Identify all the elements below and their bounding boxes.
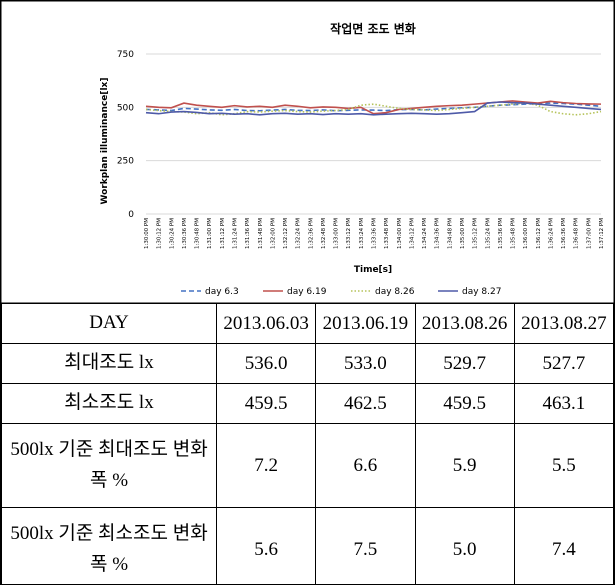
table-cell: 459.5 (215, 383, 317, 424)
chart: 작업면 조도 변화 Workplan illuminance[lx] Time[… (1, 1, 614, 303)
table-row: 500lx 기준 최소조도 변화폭 % 5.6 7.5 5.0 7.4 (1, 507, 614, 584)
y-axis-label: Workplan illuminance[lx] (100, 78, 110, 205)
table-cell: 6.6 (315, 423, 416, 508)
table-cell: 5.5 (513, 423, 614, 508)
x-tick-label: 1:36:00 PM (523, 218, 529, 249)
x-tick-label: 1:34:48 PM (447, 218, 453, 249)
x-tick-label: 1:34:24 PM (422, 218, 428, 249)
table-cell: 5.6 (215, 507, 317, 584)
y-tick-label: 750 (117, 50, 134, 60)
x-tick-label: 1:32:36 PM (308, 218, 314, 249)
table-cell: 5.0 (414, 507, 515, 584)
table-cell: 500lx 기준 최소조도 변화폭 % (1, 507, 217, 584)
x-tick-label: 1:31:00 PM (207, 218, 213, 249)
table-cell: 최대조도 lx (1, 343, 217, 384)
table-row: 최소조도 lx 459.5 462.5 459.5 463.1 (1, 383, 614, 424)
series-line (145, 100, 602, 115)
x-tick-label: 1:33:00 PM (334, 218, 340, 249)
x-tick-label: 1:33:48 PM (384, 218, 390, 249)
table-cell: 529.7 (414, 343, 515, 384)
table-cell: 463.1 (513, 383, 614, 424)
series-line (145, 102, 602, 112)
x-tick-label: 1:31:36 PM (245, 218, 251, 249)
x-axis-label: Time[s] (354, 265, 392, 275)
x-tick-label: 1:36:12 PM (536, 218, 542, 249)
x-tick-label: 1:35:00 PM (460, 218, 466, 249)
table-cell: 7.2 (215, 423, 317, 508)
chart-title: 작업면 조도 변화 (330, 21, 416, 36)
table-cell: 462.5 (315, 383, 416, 424)
y-tick-label: 500 (117, 103, 134, 113)
series-line (145, 101, 602, 116)
table-cell: 459.5 (414, 383, 515, 424)
x-tick-label: 1:30:00 PM (144, 218, 150, 249)
x-tick-label: 1:35:12 PM (473, 218, 479, 249)
x-tick-label: 1:33:24 PM (359, 218, 365, 249)
x-tick-label: 1:32:24 PM (296, 218, 302, 249)
legend-label: day 8.27 (462, 287, 501, 297)
data-table: DAY 2013.06.03 2013.06.19 2013.08.26 2013.08… (1, 303, 614, 584)
table-cell: 최소조도 lx (1, 383, 217, 424)
x-tick-label: 1:31:48 PM (258, 218, 264, 249)
legend-label: day 6.3 (205, 287, 239, 297)
table-cell: 533.0 (315, 343, 416, 384)
x-tick-label: 1:32:00 PM (270, 218, 276, 249)
table-cell: 5.9 (414, 423, 515, 508)
x-tick-label: 1:30:48 PM (195, 218, 201, 249)
x-tick-label: 1:31:24 PM (232, 218, 238, 249)
x-tick-label: 1:34:36 PM (435, 218, 441, 249)
table-row: 500lx 기준 최대조도 변화폭 % 7.2 6.6 5.9 5.5 (1, 423, 614, 508)
table-cell: 2013.08.27 (513, 303, 614, 344)
table-cell: 7.4 (513, 507, 614, 584)
x-tick-label: 1:36:24 PM (548, 218, 554, 249)
x-tick-label: 1:32:12 PM (283, 218, 289, 249)
table-cell: 2013.08.26 (414, 303, 515, 344)
table-row: 최대조도 lx 536.0 533.0 529.7 527.7 (1, 343, 614, 384)
x-tick-label: 1:30:12 PM (157, 218, 163, 249)
table-cell: 7.5 (315, 507, 416, 584)
x-tick-label: 1:37:12 PM (599, 218, 605, 249)
x-tick-label: 1:34:12 PM (409, 218, 415, 249)
table-cell: 536.0 (215, 343, 317, 384)
x-tick-label: 1:31:12 PM (220, 218, 226, 249)
x-tick-label: 1:33:36 PM (372, 218, 378, 249)
x-tick-label: 1:33:12 PM (346, 218, 352, 249)
x-tick-label: 1:30:36 PM (182, 218, 188, 249)
x-tick-label: 1:35:48 PM (511, 218, 517, 249)
table-cell: 2013.06.19 (315, 303, 416, 344)
x-tick-label: 1:35:24 PM (485, 218, 491, 249)
x-tick-label: 1:35:36 PM (498, 218, 504, 249)
x-tick-label: 1:36:36 PM (561, 218, 567, 249)
x-tick-label: 1:34:00 PM (397, 218, 403, 249)
x-tick-label: 1:30:24 PM (169, 218, 175, 249)
table-cell: 2013.06.03 (215, 303, 317, 344)
x-tick-label: 1:37:00 PM (586, 218, 592, 249)
y-tick-label: 0 (128, 210, 134, 220)
table-cell: 500lx 기준 최대조도 변화폭 % (1, 423, 217, 508)
y-tick-label: 250 (117, 157, 134, 167)
table-cell: 527.7 (513, 343, 614, 384)
legend-label: day 6.19 (287, 287, 327, 297)
table-cell: DAY (1, 303, 217, 344)
table-row: DAY 2013.06.03 2013.06.19 2013.08.26 2013.08… (1, 303, 614, 344)
x-tick-label: 1:36:48 PM (574, 218, 580, 249)
chart-frame (1, 1, 614, 303)
legend-label: day 8.26 (375, 287, 415, 297)
x-tick-label: 1:32:48 PM (321, 218, 327, 249)
